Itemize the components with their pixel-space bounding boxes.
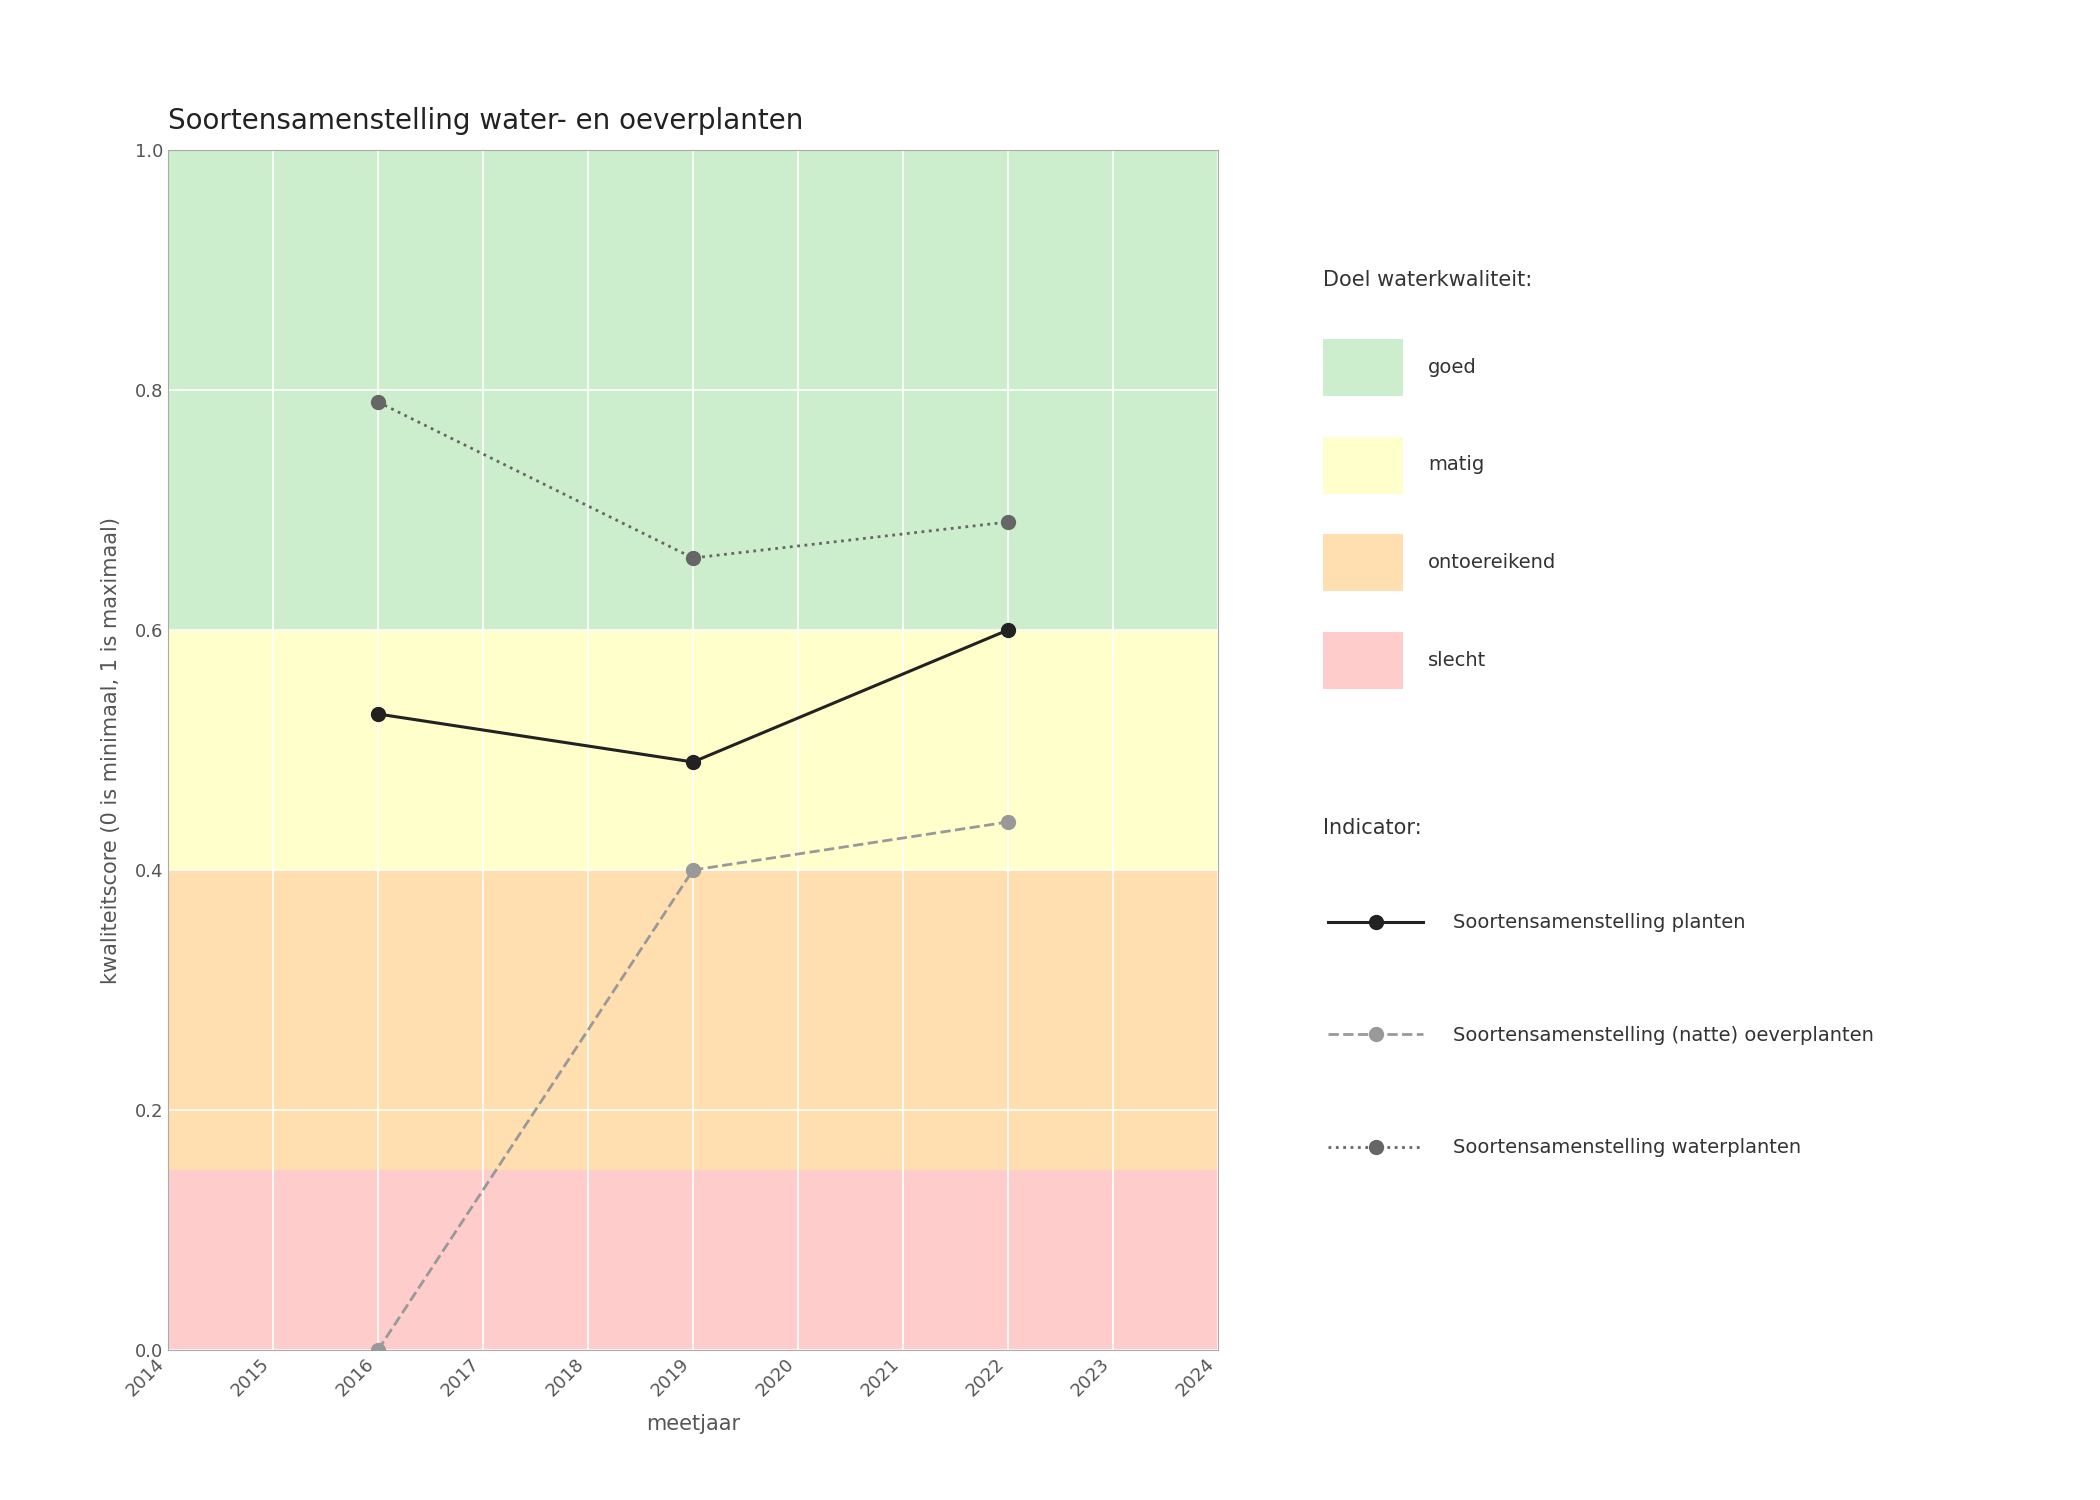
Y-axis label: kwaliteitscore (0 is minimaal, 1 is maximaal): kwaliteitscore (0 is minimaal, 1 is maxi… <box>101 516 122 984</box>
Text: Doel waterkwaliteit:: Doel waterkwaliteit: <box>1323 270 1533 290</box>
Text: Soortensamenstelling (natte) oeverplanten: Soortensamenstelling (natte) oeverplante… <box>1453 1026 1873 1044</box>
X-axis label: meetjaar: meetjaar <box>647 1414 739 1434</box>
Text: goed: goed <box>1428 358 1476 376</box>
Text: matig: matig <box>1428 456 1485 474</box>
Bar <box>168 150 1218 630</box>
Text: Indicator:: Indicator: <box>1323 818 1422 837</box>
Bar <box>168 1170 1218 1350</box>
Bar <box>168 630 1218 870</box>
Text: Soortensamenstelling water- en oeverplanten: Soortensamenstelling water- en oeverplan… <box>168 106 804 135</box>
Text: ontoereikend: ontoereikend <box>1428 554 1556 572</box>
Text: Soortensamenstelling planten: Soortensamenstelling planten <box>1453 914 1745 932</box>
Text: slecht: slecht <box>1428 651 1487 669</box>
Text: Soortensamenstelling waterplanten: Soortensamenstelling waterplanten <box>1453 1138 1802 1156</box>
Bar <box>168 870 1218 1170</box>
